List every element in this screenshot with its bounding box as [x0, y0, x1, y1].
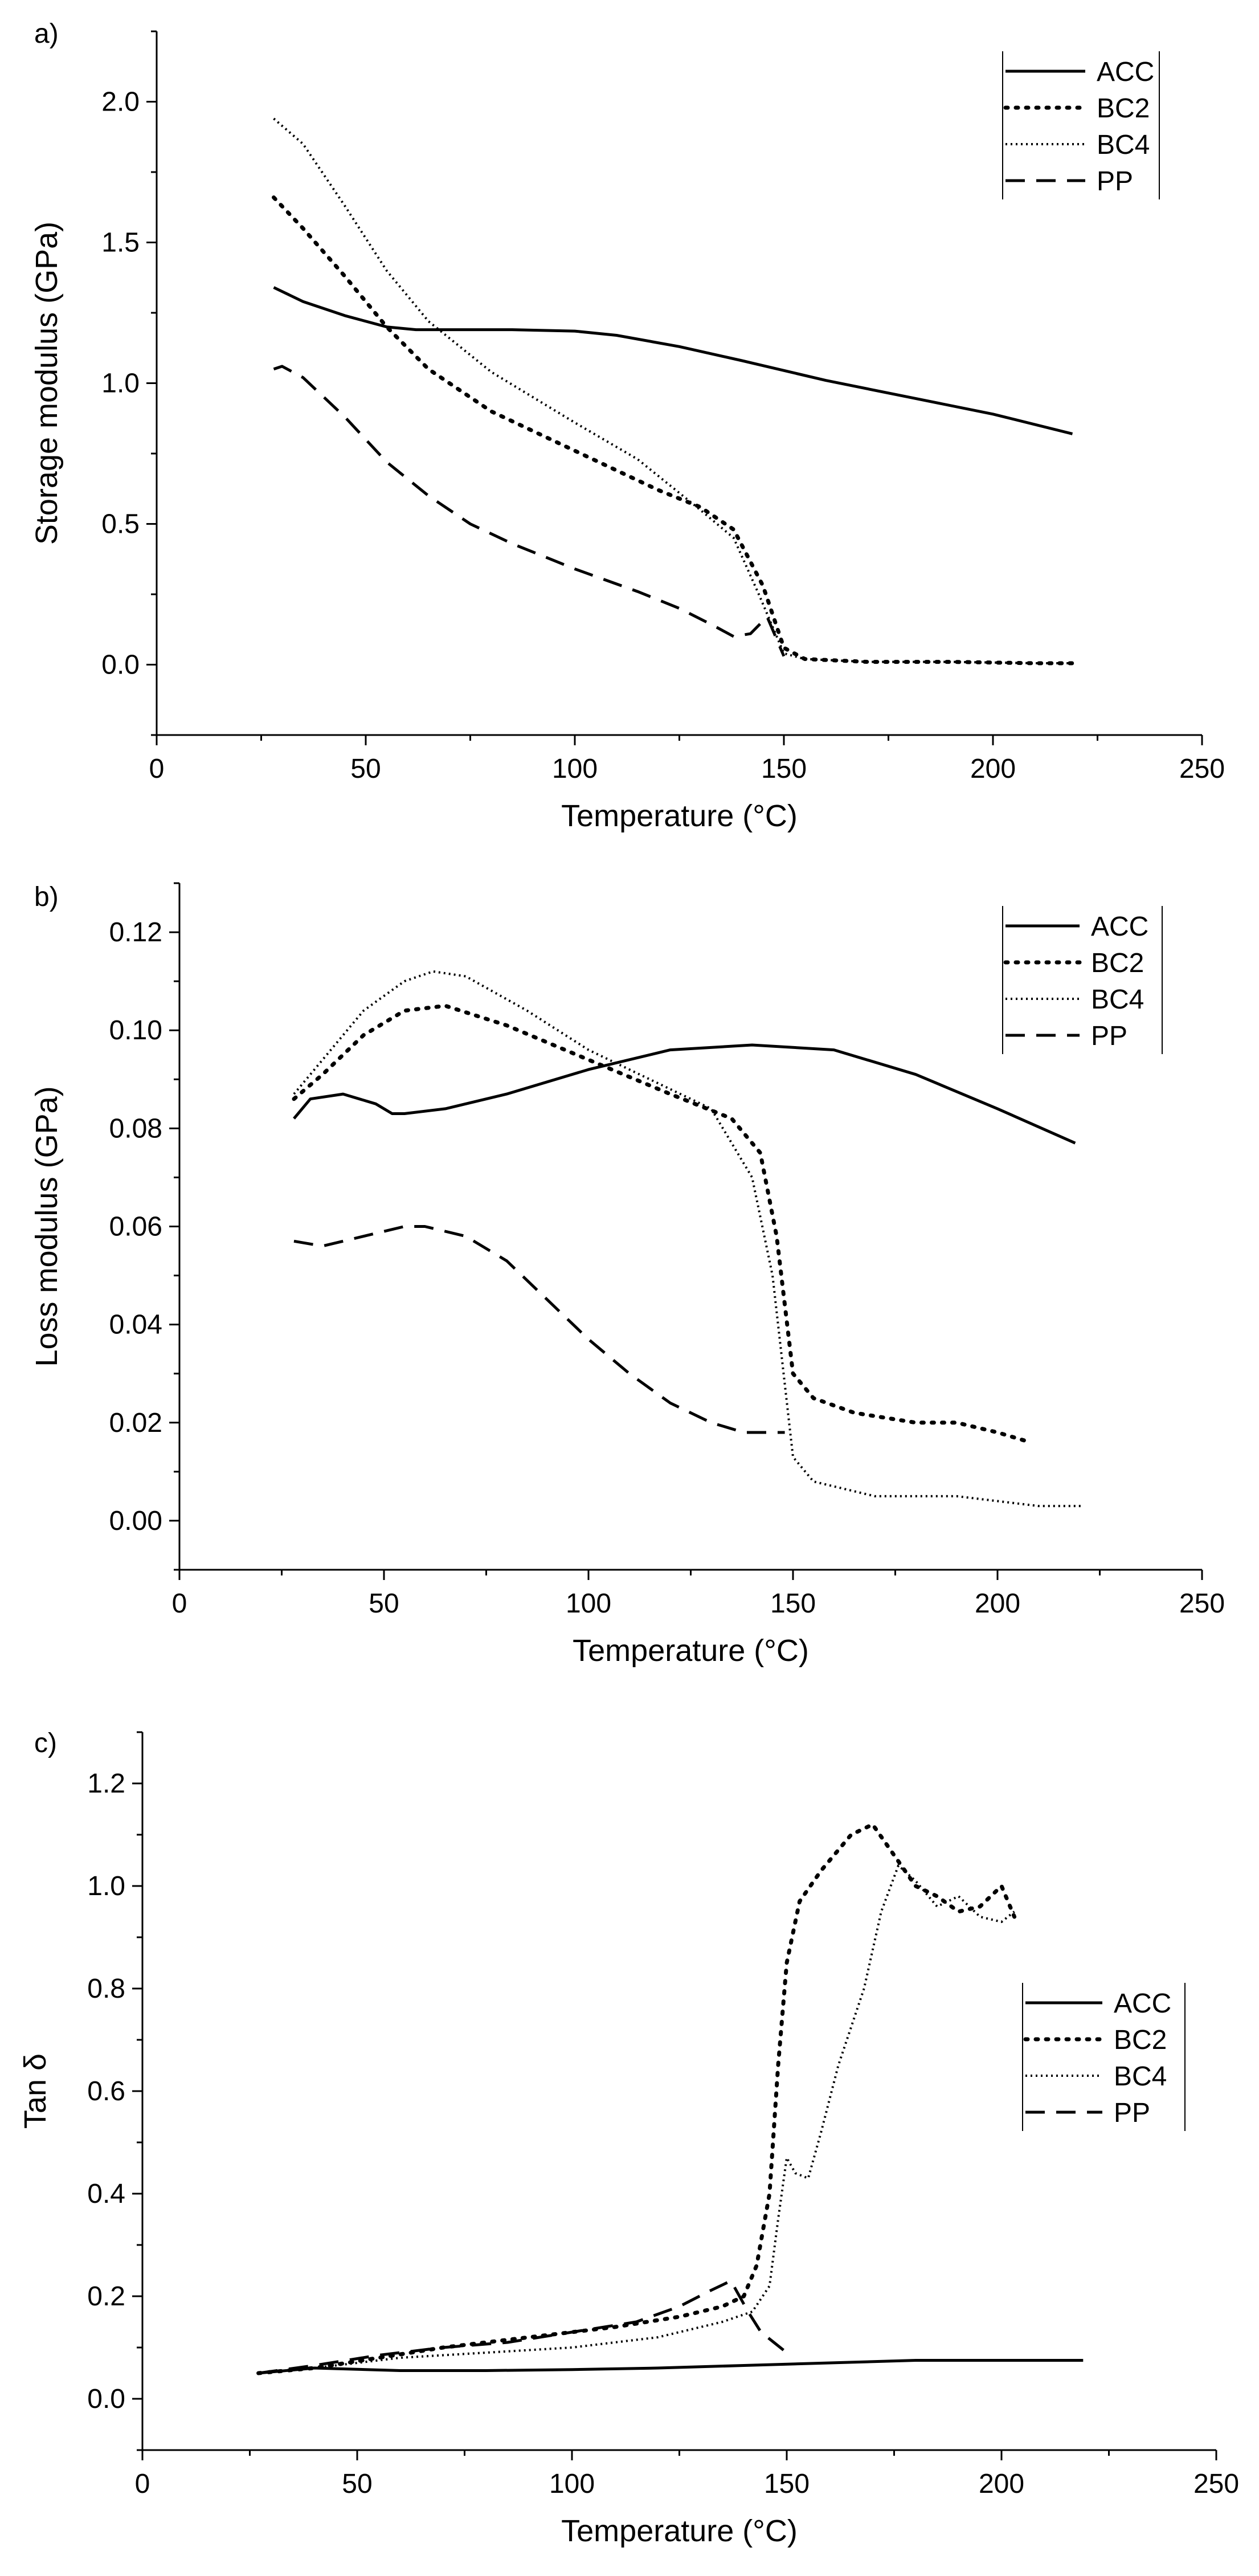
- series-line-pp: [293, 1225, 785, 1434]
- chart-panel-2: b) 0 50 100 150 200 250 0.00 0.02 0.04 0.06 0.08 0.1…: [30, 882, 1225, 1668]
- x-axis-title: Temperature (°C): [561, 2514, 798, 2548]
- x-tick-label: 150: [770, 1589, 816, 1619]
- x-tick-label: 0: [135, 2469, 150, 2499]
- series-line-bc2: [272, 195, 1079, 666]
- x-tick-label: 100: [549, 2469, 595, 2499]
- y-tick-label: 1.5: [101, 228, 140, 258]
- series-line-pp: [258, 2279, 788, 2375]
- y-axis-title: Loss modulus (GPa): [30, 1086, 64, 1366]
- panel-label: c): [34, 1728, 57, 1758]
- y-tick-label: 0.2: [87, 2281, 125, 2312]
- legend-label-bc2: BC2: [1114, 2025, 1167, 2055]
- series-line-bc4: [273, 117, 1077, 664]
- y-tick-label: 2.0: [101, 87, 140, 117]
- series-line-bc2: [292, 1003, 1032, 1444]
- series-line-bc4: [258, 1864, 1015, 2374]
- x-tick-label: 250: [1179, 754, 1225, 784]
- legend-label-bc2: BC2: [1097, 93, 1150, 124]
- legend-label-bc4: BC4: [1091, 985, 1144, 1015]
- x-tick-label: 200: [979, 2469, 1024, 2499]
- x-tick-label: 150: [761, 754, 807, 784]
- chart-panel-1: a) 0 50 100 150 200 250 0.0 0.5 1.0 1.5 2.0 Temperat…: [30, 19, 1225, 833]
- legend: ACC BC2 BC4 PP: [1002, 906, 1163, 1054]
- y-axis-title: Storage modulus (GPa): [30, 222, 64, 545]
- series-line-bc2: [256, 1822, 1017, 2375]
- y-tick-label: 0.5: [101, 509, 140, 540]
- legend: ACC BC2 BC4 PP: [1002, 51, 1160, 199]
- legend-label-pp: PP: [1091, 1021, 1127, 1051]
- series-line-bc4: [293, 970, 1084, 1508]
- y-tick-label: 0.6: [87, 2076, 125, 2106]
- x-tick-label: 50: [342, 2469, 372, 2499]
- series-line-acc: [293, 1043, 1076, 1145]
- y-tick-label: 0.0: [87, 2384, 125, 2414]
- y-tick-label: 0.08: [109, 1113, 162, 1144]
- x-tick-label: 50: [369, 1589, 399, 1619]
- y-tick-label: 1.0: [87, 1871, 125, 1901]
- y-tick-label: 0.00: [109, 1506, 162, 1536]
- legend: ACC BC2 BC4 PP: [1022, 1983, 1186, 2131]
- x-tick-label: 100: [552, 754, 598, 784]
- legend-label-pp: PP: [1114, 2098, 1150, 2128]
- x-axis-title: Temperature (°C): [573, 1634, 809, 1668]
- x-tick-label: 150: [764, 2469, 810, 2499]
- chart-panel-3: c) 0 50 100 150 200 250 0.0 0.2 0.4 0.6 0.8 1.0 1.2 Te…: [18, 1728, 1239, 2548]
- y-tick-label: 0.04: [109, 1310, 162, 1340]
- legend-label-acc: ACC: [1114, 1989, 1171, 2019]
- y-tick-label: 1.2: [87, 1769, 125, 1799]
- legend-label-pp: PP: [1097, 166, 1133, 197]
- x-tick-label: 0: [149, 754, 165, 784]
- legend-label-bc4: BC4: [1114, 2061, 1167, 2092]
- y-tick-label: 0.06: [109, 1212, 162, 1242]
- x-tick-label: 100: [566, 1589, 611, 1619]
- x-tick-label: 0: [172, 1589, 187, 1619]
- panel-label: b): [34, 882, 59, 912]
- x-tick-label: 200: [975, 1589, 1020, 1619]
- legend-label-acc: ACC: [1091, 912, 1148, 942]
- x-tick-label: 200: [970, 754, 1016, 784]
- y-tick-label: 0.02: [109, 1408, 162, 1438]
- y-tick-label: 0.0: [101, 650, 140, 680]
- x-axis-title: Temperature (°C): [561, 799, 798, 833]
- series-line-acc: [273, 286, 1073, 435]
- series-line-acc: [258, 2359, 1084, 2375]
- x-tick-label: 250: [1179, 1589, 1225, 1619]
- y-tick-label: 0.12: [109, 917, 162, 948]
- x-tick-label: 50: [350, 754, 381, 784]
- y-tick-label: 1.0: [101, 369, 140, 399]
- y-tick-label: 0.10: [109, 1015, 162, 1046]
- x-tick-label: 250: [1193, 2469, 1239, 2499]
- panel-label: a): [34, 19, 59, 49]
- legend-label-acc: ACC: [1097, 57, 1154, 87]
- y-axis-title: Tan δ: [18, 2054, 52, 2129]
- chart-panels: a) 0 50 100 150 200 250 0.0 0.5 1.0 1.5 2.0 Temperat…: [18, 19, 1239, 2548]
- legend-label-bc4: BC4: [1097, 130, 1150, 160]
- legend-label-bc2: BC2: [1091, 948, 1144, 978]
- y-tick-label: 0.4: [87, 2179, 125, 2209]
- y-tick-label: 0.8: [87, 1974, 125, 2004]
